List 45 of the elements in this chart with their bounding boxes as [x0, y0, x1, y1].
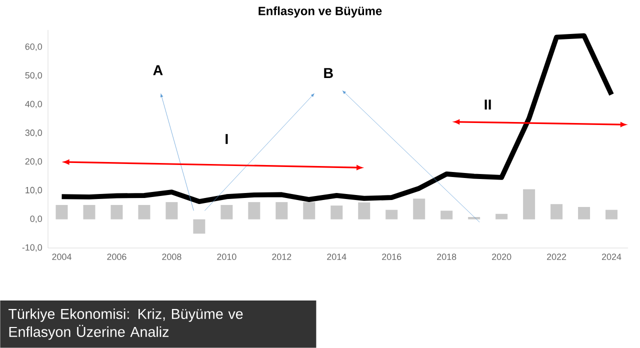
bar	[523, 189, 536, 220]
annotation: I	[226, 134, 228, 144]
x-tick-label: 2016	[382, 254, 402, 260]
bar	[413, 198, 426, 220]
bar	[248, 202, 260, 220]
x-tick-label: 2014	[327, 254, 346, 260]
bar	[138, 204, 150, 220]
y-tick-label: 10,0	[26, 186, 42, 194]
x-tick-label: 2012	[272, 254, 292, 260]
text: Türkiye Ekonomisi: Kriz, Büyüme ve Enflasyon Üzerine Analiz	[8, 308, 243, 340]
bar	[110, 204, 123, 220]
annotation: II	[484, 100, 491, 110]
bar	[166, 202, 178, 220]
x-tick-label: 2022	[547, 254, 566, 260]
bar	[386, 210, 398, 220]
bar	[83, 204, 96, 220]
x-tick-label: 2006	[107, 254, 126, 260]
x-tick-label: 2010	[217, 254, 236, 260]
y-tick-label: 60,0	[25, 44, 42, 51]
y-tick-label: 30,0	[25, 130, 42, 137]
bar	[303, 202, 316, 220]
y-tick-label: 50,0	[25, 72, 42, 80]
bar	[220, 204, 233, 220]
x-tick-label: 2018	[437, 254, 456, 260]
annotation: B	[324, 68, 333, 78]
bar	[606, 210, 618, 220]
bar	[578, 206, 590, 220]
bar	[56, 204, 68, 220]
bar	[496, 214, 508, 220]
bar	[358, 202, 370, 220]
x-tick-label: 2024	[602, 254, 622, 260]
y-tick-label: 40,0	[25, 100, 42, 108]
x-tick-label: 2008	[162, 254, 182, 260]
bar	[550, 204, 563, 220]
bar	[440, 210, 453, 220]
bar	[276, 202, 288, 220]
bar	[193, 219, 206, 234]
y-tick-label: 0,0	[30, 216, 42, 224]
x-tick-label: 2020	[492, 254, 512, 260]
chart-title: Enflasyon ve Büyüme	[258, 6, 382, 18]
bar	[330, 206, 343, 220]
y-tick-label: 20,0	[25, 158, 42, 166]
annotation: A	[153, 65, 163, 76]
y-tick-label: -10,0	[22, 244, 42, 252]
x-tick-label: 2004	[52, 254, 72, 260]
